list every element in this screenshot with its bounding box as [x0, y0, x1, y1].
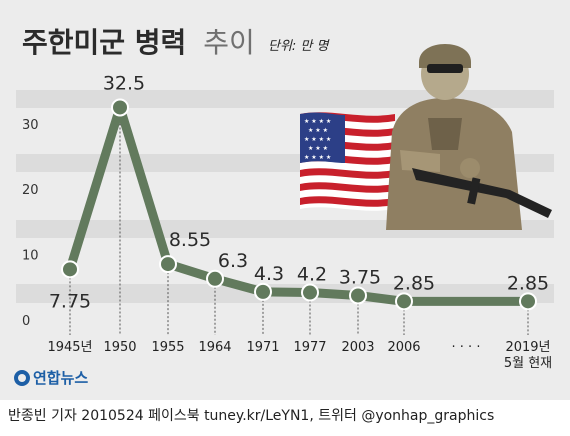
data-label: 6.3	[218, 250, 248, 272]
svg-text:★ ★ ★: ★ ★ ★	[308, 127, 328, 134]
x-tick-label: 2019년	[505, 340, 550, 355]
unit-label: 단위: 만 명	[268, 39, 331, 54]
y-tick-label: 30	[22, 118, 39, 133]
svg-text:★ ★ ★: ★ ★ ★	[308, 145, 328, 152]
x-axis-ticks: 1945년 1950 1955 1964 1971 1977 2003 2006 2019년5월…	[47, 340, 552, 371]
svg-text:★ ★ ★ ★: ★ ★ ★ ★	[304, 118, 331, 125]
data-label: 4.2	[297, 264, 327, 286]
x-tick-label: 2003	[341, 340, 374, 355]
x-tick-label: 1950	[103, 340, 136, 355]
chart-svg: 주한미군 병력 추이 단위: 만 명 ★ ★ ★ ★★ ★ ★ ★ ★ ★ ★★…	[16, 26, 554, 371]
us-flag-illustration: ★ ★ ★ ★ ★ ★ ★ ★ ★ ★ ★ ★ ★ ★ ★ ★ ★ ★	[300, 112, 395, 211]
data-point	[349, 286, 367, 305]
brand-name: 연합뉴스	[33, 369, 89, 387]
svg-text:★ ★ ★ ★: ★ ★ ★ ★	[304, 136, 331, 143]
data-point	[519, 292, 537, 311]
x-tick-label: 1964	[198, 340, 231, 355]
y-tick-label: 0	[22, 314, 30, 329]
data-label: 2.85	[507, 272, 549, 294]
data-label: 4.3	[254, 263, 284, 285]
x-gap-marker: · · · ·	[452, 340, 481, 355]
y-tick-label: 20	[22, 183, 39, 198]
data-point	[206, 269, 224, 288]
y-axis-ticks: 0 10 20 30	[22, 118, 39, 329]
data-point	[159, 255, 177, 274]
x-tick-label: 5월 현재	[504, 356, 552, 371]
chart-title: 주한미군 병력 추이	[22, 26, 255, 59]
y-tick-label: 10	[22, 249, 39, 264]
data-point	[61, 260, 79, 279]
svg-text:★ ★ ★ ★: ★ ★ ★ ★	[304, 154, 331, 161]
x-tick-label: 1955	[151, 340, 184, 355]
data-labels: 7.75 32.5 8.55 6.3 4.3 4.2 3.75 2.85 2.85	[49, 72, 549, 312]
data-label: 7.75	[49, 290, 91, 312]
x-tick-label: 1971	[246, 340, 279, 355]
data-label: 2.85	[393, 272, 435, 294]
chart-title-light: 추이	[203, 26, 255, 59]
brand-logo: 연합뉴스	[14, 367, 88, 388]
soldier-illustration	[386, 44, 552, 230]
data-points	[61, 98, 537, 311]
data-label: 8.55	[169, 229, 211, 251]
data-label: 32.5	[103, 72, 145, 94]
x-gap-lines	[69, 115, 529, 335]
footer-credit: 반종빈 기자 2010524 페이스북 tuney.kr/LeYN1, 트위터 …	[8, 408, 495, 424]
yonhap-logo-icon	[14, 369, 30, 386]
x-tick-label: 1977	[293, 340, 326, 355]
data-point	[395, 292, 413, 311]
x-tick-label: 1945년	[47, 340, 92, 355]
data-point	[111, 98, 129, 117]
x-tick-label: 2006	[387, 340, 420, 355]
chart-title-bold: 주한미군 병력	[22, 26, 186, 59]
data-label: 3.75	[339, 266, 381, 288]
data-point	[301, 283, 319, 302]
data-point	[254, 282, 272, 301]
